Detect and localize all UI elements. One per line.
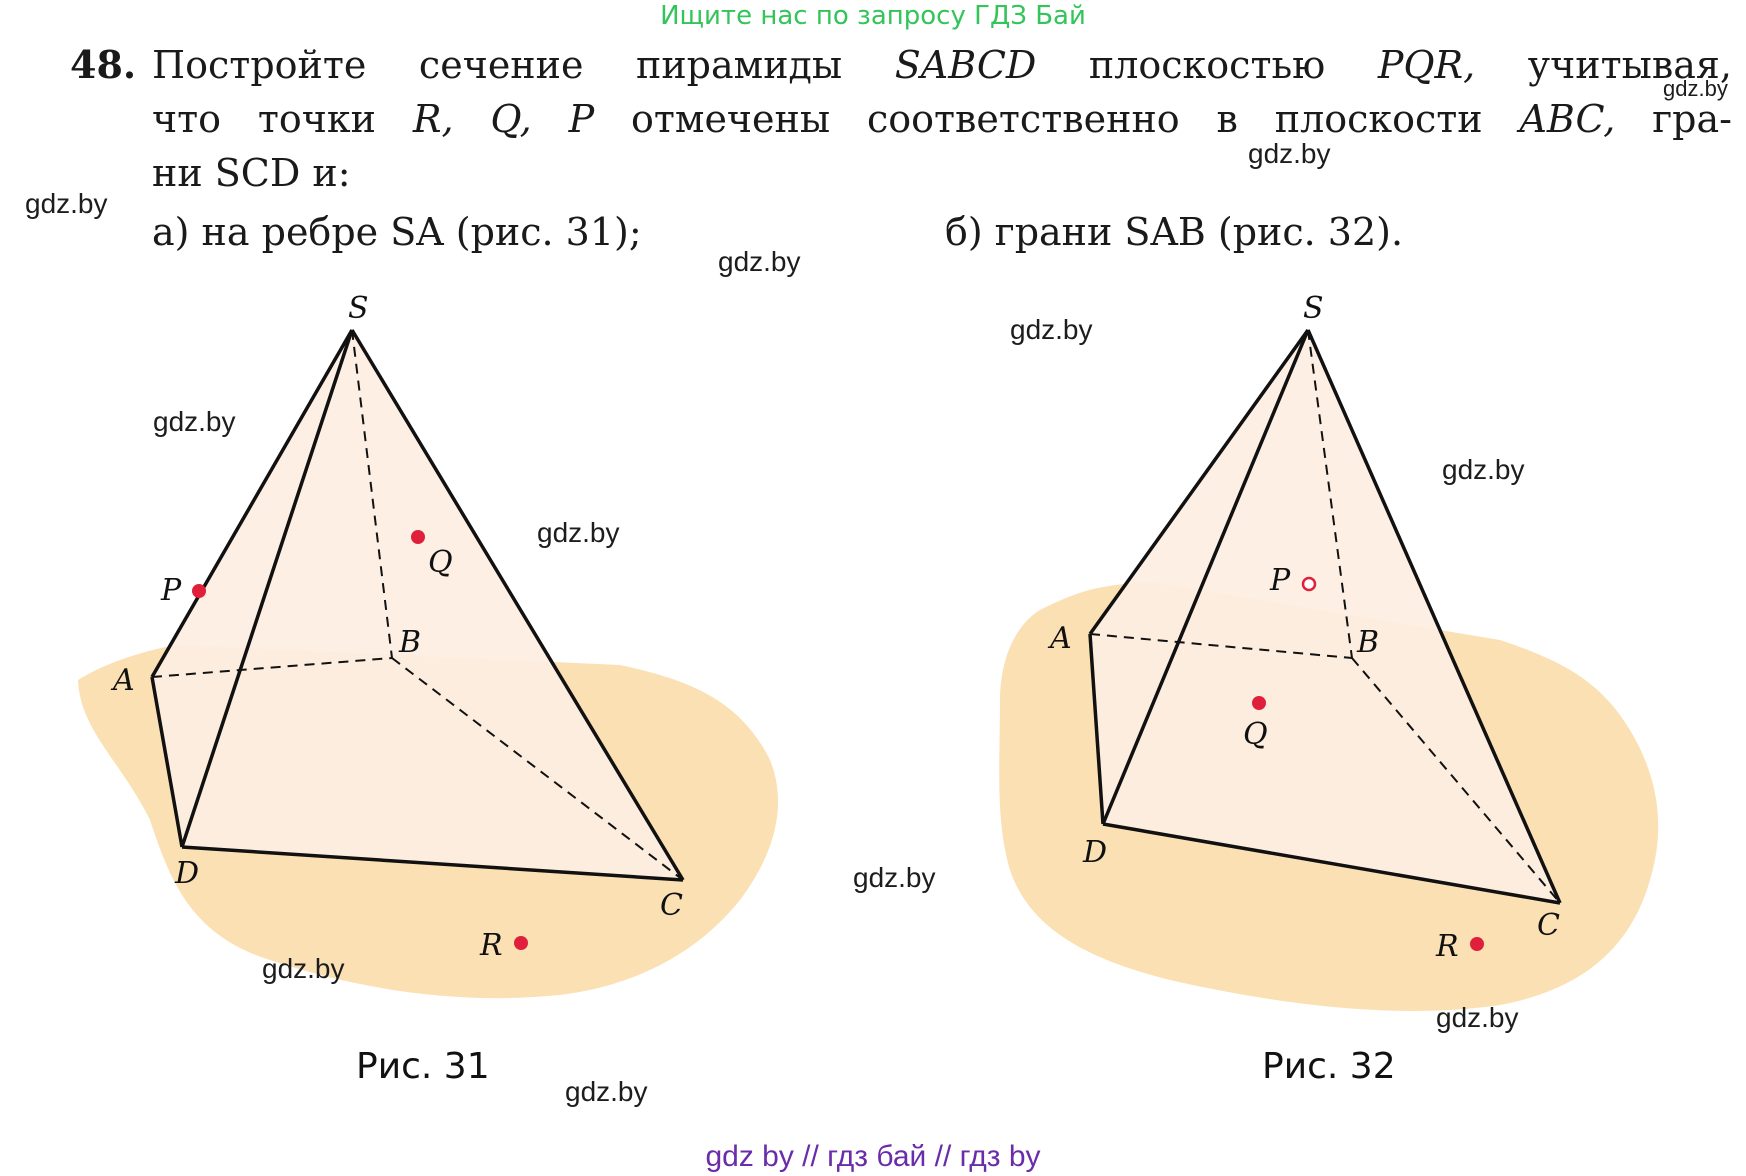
edge-SC xyxy=(1306,329,1562,904)
word: ABC, xyxy=(1519,97,1616,141)
word: точки xyxy=(257,97,376,141)
label-A: A xyxy=(1047,621,1072,656)
point-Q xyxy=(1252,696,1266,710)
pyramid-body xyxy=(152,330,683,880)
edge-DC xyxy=(181,845,684,882)
hidden-edges xyxy=(1089,329,1561,904)
edge-AB xyxy=(1089,633,1353,659)
footer-links[interactable]: gdz by // гдз бай // гдз by xyxy=(705,1140,1041,1173)
watermark: gdz.by xyxy=(1010,314,1093,345)
edge-AB xyxy=(151,657,393,678)
search-link[interactable]: Ищите нас по запросу ГДЗ Бай xyxy=(660,1,1086,31)
word: PQR, xyxy=(1377,43,1476,87)
label-P: P xyxy=(1269,563,1291,598)
label-R: R xyxy=(1435,929,1459,964)
label-D: D xyxy=(1082,835,1107,870)
point-P xyxy=(1301,576,1317,592)
edge-SD xyxy=(180,329,354,848)
watermark: gdz.by xyxy=(565,1076,648,1107)
edge-SA xyxy=(1088,328,1310,636)
problem-line-1: Постройте сечение пирамиды SABCD плоскос… xyxy=(152,38,1732,92)
watermark: gdz.by xyxy=(1442,454,1525,485)
word: сечение xyxy=(418,43,584,87)
word: Q, xyxy=(490,97,532,141)
word: соответственно xyxy=(866,97,1180,141)
word: отмечены xyxy=(630,97,831,141)
edge-SA xyxy=(150,329,354,678)
word: в xyxy=(1216,97,1238,141)
word: плоскостью xyxy=(1088,43,1326,87)
word: что xyxy=(152,97,222,141)
point-R xyxy=(514,936,528,950)
label-C: C xyxy=(660,888,683,923)
watermark: gdz.by xyxy=(262,953,345,984)
word: Постройте xyxy=(152,43,367,87)
label-S: S xyxy=(1303,291,1324,326)
figure-31: S A B C D P Q R xyxy=(78,291,779,999)
caption-fig-32: Рис. 32 xyxy=(1262,1046,1396,1087)
label-Q: Q xyxy=(1243,717,1268,752)
edge-BC xyxy=(1351,657,1561,904)
figure-32: S A B C D P Q R xyxy=(999,291,1659,1011)
label-B: B xyxy=(398,625,421,660)
watermark: gdz.by xyxy=(1248,138,1331,169)
visible-edges xyxy=(1088,328,1562,905)
edge-SD xyxy=(1101,329,1310,825)
edge-SC xyxy=(350,329,685,881)
label-D: D xyxy=(174,856,199,891)
pyramid-body xyxy=(1090,330,1560,903)
word: гра- xyxy=(1652,97,1732,141)
label-C: C xyxy=(1537,908,1560,943)
label-A: A xyxy=(110,663,135,698)
label-P: P xyxy=(160,573,182,608)
problem-line-2: что точки R, Q, P отмечены соответственн… xyxy=(152,92,1732,146)
point-Q xyxy=(411,530,425,544)
word: учитывая, xyxy=(1527,43,1732,87)
part-b-text: б) грани SAB (рис. 32). xyxy=(945,210,1404,254)
word: P xyxy=(568,97,595,141)
watermark: gdz.by xyxy=(25,188,108,219)
label-B: B xyxy=(1356,625,1379,660)
watermark: gdz.by xyxy=(853,862,936,893)
hidden-edges xyxy=(151,329,684,881)
label-S: S xyxy=(348,291,369,326)
point-P xyxy=(192,584,206,598)
edge-AD xyxy=(1088,633,1105,825)
caption-fig-31: Рис. 31 xyxy=(356,1046,490,1087)
word: R, xyxy=(412,97,454,141)
problem-line-3: ни SCD и: xyxy=(152,151,351,195)
edge-DC xyxy=(1102,822,1561,905)
word: плоскости xyxy=(1274,97,1483,141)
watermark: gdz.by xyxy=(1436,1002,1519,1033)
watermark: gdz.by xyxy=(718,246,801,277)
edge-SB xyxy=(351,329,393,659)
edge-AD xyxy=(150,676,184,848)
word: SABCD xyxy=(894,43,1037,87)
visible-edges xyxy=(150,329,685,882)
word: пирамиды xyxy=(636,43,843,87)
part-a-text: а) на ребре SA (рис. 31); xyxy=(152,210,642,254)
label-R: R xyxy=(479,928,503,963)
watermark: gdz.by xyxy=(153,406,236,437)
edge-SB xyxy=(1307,329,1353,659)
watermark: gdz.by xyxy=(1663,76,1728,101)
point-R xyxy=(1470,937,1484,951)
watermark: gdz.by xyxy=(537,517,620,548)
problem-number: 48. xyxy=(70,42,137,87)
label-Q: Q xyxy=(428,545,453,580)
